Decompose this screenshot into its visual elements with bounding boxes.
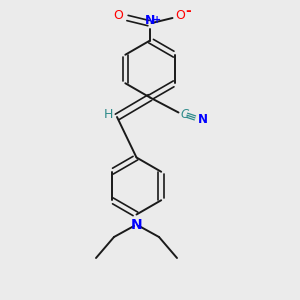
Text: N: N — [145, 14, 155, 27]
Text: C: C — [181, 107, 189, 121]
Text: H: H — [103, 107, 113, 121]
Text: -: - — [185, 4, 191, 18]
Text: O: O — [113, 9, 123, 22]
Text: N: N — [197, 113, 207, 126]
Text: N: N — [131, 218, 142, 232]
Text: +: + — [152, 15, 161, 25]
Text: O: O — [175, 9, 185, 22]
